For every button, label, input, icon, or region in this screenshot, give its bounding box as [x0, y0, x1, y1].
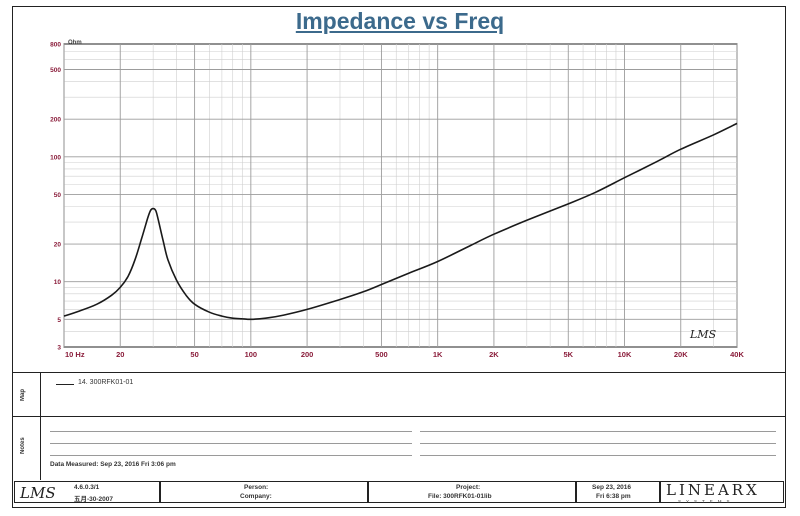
note-line: [420, 455, 776, 456]
file-label: File: 300RFK01-01lib: [428, 493, 492, 500]
plot-area: [63, 43, 738, 348]
company-label: Company:: [240, 493, 272, 500]
map-panel: [12, 372, 786, 416]
version: 4.6.0.3/1: [74, 484, 100, 491]
x-tick-label: 100: [245, 350, 258, 359]
x-tick-label: 1K: [433, 350, 443, 359]
footer-time: Fri 6:38 pm: [596, 493, 631, 500]
x-tick-label: 500: [375, 350, 388, 359]
x-tick-label: 10 Hz: [65, 350, 85, 359]
footer-date: Sep 23, 2016: [592, 484, 632, 491]
note-line: [420, 443, 776, 444]
y-tick-label: 10: [54, 279, 62, 286]
project-label: Project:: [456, 484, 481, 491]
y-tick-label: 200: [50, 117, 61, 124]
footer-brand-box: [660, 481, 784, 503]
y-tick-label: 50: [54, 192, 62, 199]
y-tick-label: 3: [57, 345, 61, 352]
legend-entry: 14. 300RFK01-01: [78, 379, 134, 386]
x-tick-label: 5K: [563, 350, 573, 359]
y-tick-label: 800: [50, 42, 61, 49]
notes-label: Notes: [20, 437, 26, 455]
linearx-systems-text: SYSTEMS: [678, 499, 735, 504]
footer-date-box: [576, 481, 660, 503]
x-tick-label: 40K: [730, 350, 744, 359]
x-tick-label: 20K: [674, 350, 688, 359]
y-tick-label: 20: [54, 242, 62, 249]
x-tick-label: 50: [190, 350, 198, 359]
version-date: 五月-30-2007: [74, 496, 114, 503]
note-line: [50, 431, 412, 432]
y-tick-label: 500: [50, 67, 61, 74]
footer-logo-box: [14, 481, 160, 503]
note-line: [420, 431, 776, 432]
chart-title: Impedance vs Freq: [295, 8, 505, 34]
impedance-curve: [63, 122, 738, 321]
linearx-logo: LINEARX: [666, 481, 760, 499]
map-label: Map: [20, 389, 26, 401]
x-tick-label: 2K: [489, 350, 499, 359]
footer-person-box: [160, 481, 368, 503]
data-measured: Data Measured: Sep 23, 2016 Fri 3:06 pm: [50, 461, 176, 468]
footer-project-box: [368, 481, 576, 503]
plot-watermark: LMS: [689, 328, 717, 341]
x-tick-label: 10K: [618, 350, 632, 359]
lms-logo: LMS: [20, 484, 56, 502]
note-line: [50, 455, 412, 456]
person-label: Person:: [244, 484, 269, 491]
page-frame: [12, 6, 786, 508]
legend-line: [56, 384, 74, 385]
note-line: [50, 443, 412, 444]
y-tick-label: 5: [57, 317, 61, 324]
x-tick-label: 200: [301, 350, 314, 359]
impedance-plot: 10 Hz 20 50 100 200 500 1K 2K 5K 10K 20K 40K 800 500…: [50, 40, 744, 359]
y-unit-label: Ohm: [68, 40, 82, 46]
x-tick-label: 20: [116, 350, 124, 359]
y-tick-label: 100: [50, 154, 61, 161]
notes-panel: [12, 416, 786, 480]
